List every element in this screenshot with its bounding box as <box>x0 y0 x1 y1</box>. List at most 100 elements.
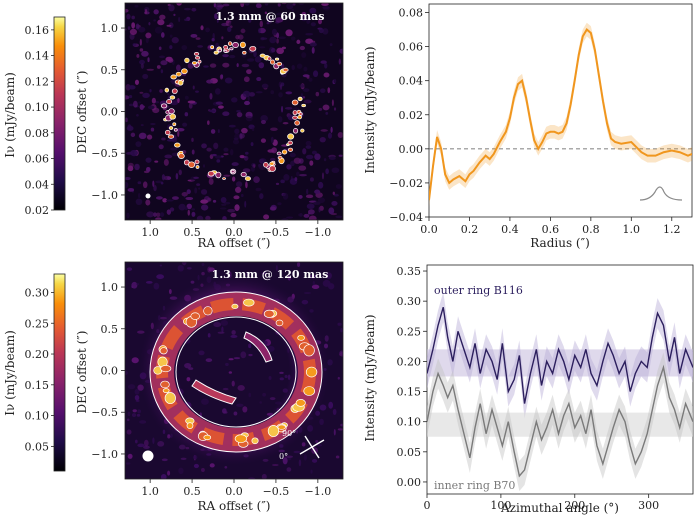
colorbar-tick-label: 0.06 <box>25 153 50 166</box>
noise-speck <box>286 467 292 472</box>
ring-clump <box>168 108 175 115</box>
noise-speck <box>333 107 337 111</box>
noise-speck <box>246 69 252 75</box>
noise-speck <box>282 192 289 200</box>
ring-clump <box>244 176 251 181</box>
noise-speck <box>285 91 293 95</box>
x-tick-label: 0.5 <box>183 485 201 498</box>
noise-speck <box>216 159 221 163</box>
noise-speck <box>242 168 251 173</box>
noise-speck <box>235 181 243 188</box>
y-tick-label: −0.04 <box>389 211 423 224</box>
noise-speck <box>131 285 134 289</box>
noise-speck <box>197 45 204 48</box>
ring-clump <box>297 334 305 341</box>
noise-speck <box>161 174 166 181</box>
ring-clump <box>190 312 200 320</box>
noise-speck <box>318 181 324 189</box>
ring-clump <box>169 113 176 120</box>
x-tick-label: 0.0 <box>225 485 243 498</box>
noise-speck <box>166 92 170 96</box>
noise-speck <box>201 271 205 276</box>
y-tick-label: 0.0 <box>101 106 119 119</box>
noise-speck <box>193 463 199 469</box>
noise-speck <box>333 428 336 436</box>
xlabel-bottom-left: RA offset (″) <box>197 499 270 513</box>
noise-speck <box>125 370 128 376</box>
noise-speck <box>191 208 196 211</box>
noise-speck <box>215 101 223 105</box>
noise-speck <box>286 164 292 170</box>
noise-speck <box>323 72 330 78</box>
noise-speck <box>131 15 135 20</box>
inner-ring-line <box>427 364 693 478</box>
noise-speck <box>154 160 159 163</box>
noise-speck <box>294 177 298 182</box>
noise-speck <box>160 181 164 185</box>
noise-speck <box>332 191 335 195</box>
noise-speck <box>141 50 149 57</box>
noise-speck <box>143 439 149 447</box>
noise-speck <box>142 73 149 80</box>
noise-speck <box>160 473 167 479</box>
noise-speck <box>231 176 236 182</box>
noise-speck <box>272 139 278 146</box>
ring-clump <box>303 386 316 396</box>
noise-speck <box>305 140 312 146</box>
ring-clump <box>160 103 168 109</box>
noise-speck <box>218 105 224 109</box>
noise-speck <box>277 202 282 206</box>
noise-speck <box>243 76 250 83</box>
noise-speck <box>178 467 184 475</box>
noise-speck <box>187 100 196 104</box>
noise-speck <box>315 91 320 97</box>
noise-speck <box>145 157 152 163</box>
noise-speck <box>187 209 191 216</box>
ring-clump <box>282 67 289 73</box>
noise-speck <box>276 12 283 16</box>
ring-clump <box>164 392 176 405</box>
noise-speck <box>261 83 269 89</box>
noise-speck <box>260 138 267 143</box>
ring-clump <box>222 177 226 180</box>
noise-speck <box>270 127 278 131</box>
noise-speck <box>134 163 140 171</box>
noise-speck <box>196 183 201 187</box>
noise-speck <box>311 150 317 155</box>
ring-clump <box>269 161 275 166</box>
noise-speck <box>176 3 182 6</box>
noise-speck <box>159 212 165 217</box>
noise-speck <box>339 350 343 355</box>
x-tick-label: −1.0 <box>304 226 331 239</box>
noise-speck <box>236 63 239 68</box>
noise-speck <box>335 215 343 219</box>
noise-speck <box>328 207 335 215</box>
noise-speck <box>152 437 155 445</box>
ring-clump <box>267 424 280 438</box>
noise-speck <box>187 62 194 69</box>
noise-speck <box>140 124 144 127</box>
noise-speck <box>303 213 310 218</box>
ring-clump <box>287 147 294 152</box>
noise-speck <box>282 457 288 465</box>
noise-speck <box>139 104 145 110</box>
noise-speck <box>139 420 147 424</box>
noise-speck <box>250 142 254 147</box>
noise-speck <box>200 25 204 31</box>
annotation-bottom: 1.3 mm @ 120 mas <box>212 268 329 281</box>
noise-speck <box>327 283 335 290</box>
noise-speck <box>161 137 166 141</box>
noise-speck <box>203 65 209 68</box>
noise-speck <box>233 137 239 141</box>
noise-speck <box>194 187 198 194</box>
ring-clump <box>195 55 201 60</box>
noise-speck <box>241 127 248 134</box>
noise-speck <box>298 165 307 171</box>
noise-speck <box>302 88 310 92</box>
beam-top <box>145 193 151 199</box>
noise-speck <box>165 199 174 202</box>
noise-speck <box>289 152 296 158</box>
noise-speck <box>223 201 231 205</box>
ylabel-intensity-top: Intensity (mJy/beam) <box>363 46 377 173</box>
noise-speck <box>136 283 140 286</box>
